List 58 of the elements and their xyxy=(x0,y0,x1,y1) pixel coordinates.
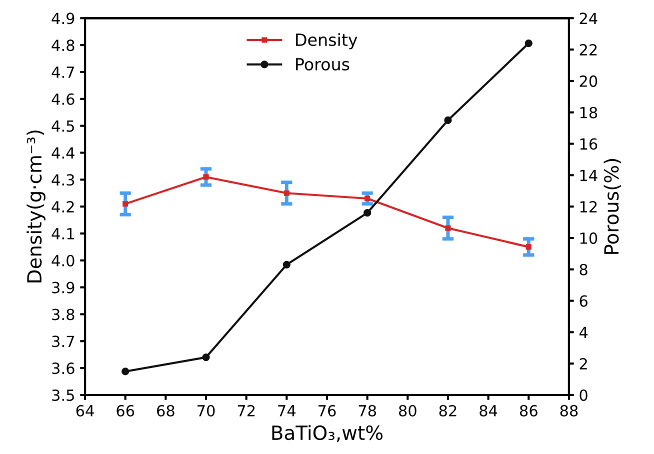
y-tick-label: 3.6 xyxy=(52,362,74,374)
y-tick-label: 4.6 xyxy=(52,93,74,105)
y-tick-label: 4.2 xyxy=(52,201,74,212)
x-tick-label: 84 xyxy=(480,404,498,417)
y-tick-label: 4.4 xyxy=(52,147,74,159)
y-tick-label: 4.3 xyxy=(52,174,74,186)
y2-tick-label: 24 xyxy=(580,12,598,24)
point xyxy=(122,368,130,376)
y2-tick-label: 10 xyxy=(580,232,598,244)
x-tick-label: 66 xyxy=(116,404,134,417)
x-tick-label: 86 xyxy=(520,404,538,417)
y2-tick-label: 0 xyxy=(580,389,588,401)
point xyxy=(364,196,370,202)
y-tick-label: 3.5 xyxy=(52,389,74,401)
point xyxy=(284,190,290,196)
legend-label: Porous xyxy=(296,58,350,71)
y-tick-label: 4.8 xyxy=(52,40,74,52)
y-tick-label: 4.5 xyxy=(52,120,74,132)
point xyxy=(526,244,532,250)
y-tick-label: 4.7 xyxy=(52,66,74,78)
point xyxy=(203,174,209,180)
y-tick-label: 3.9 xyxy=(52,282,74,294)
x-axis-title: BaTiO₃,wt% xyxy=(272,425,383,442)
y2-tick-label: 14 xyxy=(580,170,598,181)
x-tick-label: 82 xyxy=(439,404,456,417)
point xyxy=(445,225,451,231)
y-axis-title: Density(g·cm⁻³) xyxy=(26,130,46,282)
y2-tick-label: 20 xyxy=(580,75,598,87)
y-tick-label: 3.8 xyxy=(52,308,74,320)
x-tick-label: 78 xyxy=(358,404,376,417)
x-tick-label: 68 xyxy=(157,404,174,417)
y2-tick-label: 22 xyxy=(580,44,597,56)
x-tick-label: 70 xyxy=(198,404,215,417)
legend-label: Density xyxy=(296,33,358,50)
x-tick-label: 76 xyxy=(318,404,336,417)
point xyxy=(122,201,128,207)
y2-tick-label: 6 xyxy=(580,295,588,307)
x-tick-label: 74 xyxy=(278,405,296,416)
point xyxy=(282,260,290,268)
y-tick-label: 3.7 xyxy=(52,336,74,348)
y2-axis-title: Porous(%) xyxy=(604,159,622,254)
point xyxy=(524,39,532,48)
y2-tick-label: 16 xyxy=(580,138,598,150)
y2-tick-label: 4 xyxy=(579,326,588,338)
y-tick-label: 4.1 xyxy=(52,228,74,240)
x-tick-label: 88 xyxy=(560,404,578,417)
point xyxy=(444,116,452,124)
x-tick-label: 72 xyxy=(238,404,255,416)
y2-tick-label: 12 xyxy=(580,201,597,212)
y2-tick-label: 2 xyxy=(580,358,587,370)
point xyxy=(364,209,372,217)
y2-tick-label: 8 xyxy=(580,264,588,276)
point xyxy=(202,353,210,362)
x-tick-label: 64 xyxy=(76,404,94,417)
y-tick-label: 4.0 xyxy=(52,254,74,266)
y2-tick-label: 18 xyxy=(580,106,598,118)
x-tick-label: 80 xyxy=(398,404,416,417)
y-tick-label: 4.9 xyxy=(52,12,74,24)
